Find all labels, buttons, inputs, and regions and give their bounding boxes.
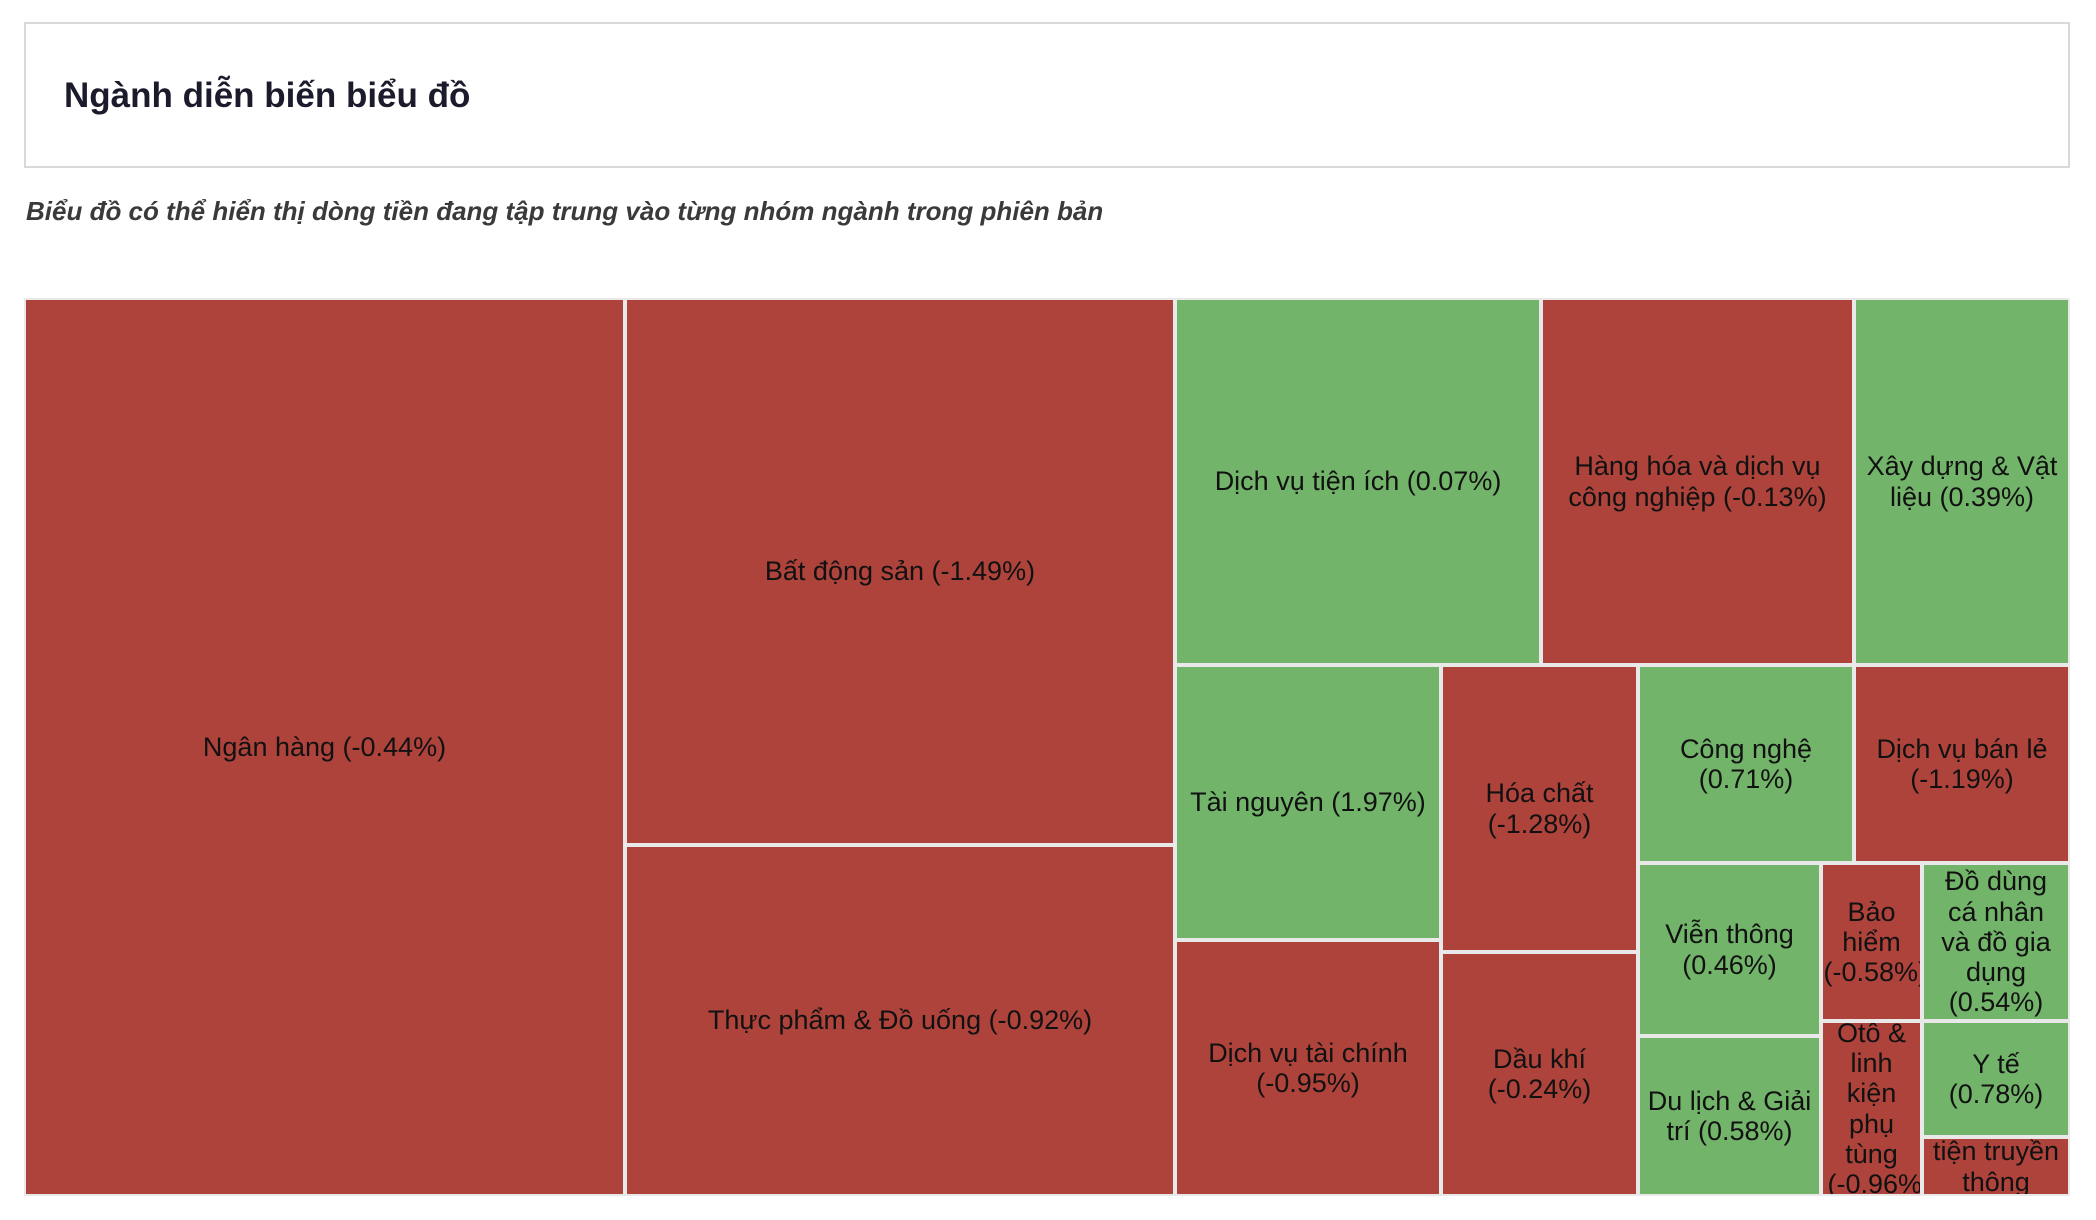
treemap-tile[interactable]: Bảo hiểm (-0.58%) bbox=[1821, 863, 1922, 1021]
treemap-tile-label: tiện truyền thông bbox=[1932, 1137, 2060, 1196]
treemap-tile[interactable]: Dịch vụ tiện ích (0.07%) bbox=[1175, 298, 1541, 665]
treemap-tile[interactable]: Y tế (0.78%) bbox=[1922, 1021, 2070, 1137]
treemap-tile-label: Tài nguyên (1.97%) bbox=[1190, 787, 1426, 818]
treemap-tile-label: Dầu khí (-0.24%) bbox=[1487, 1043, 1592, 1104]
treemap-tile[interactable]: Xây dựng & Vật liệu (0.39%) bbox=[1854, 298, 2070, 665]
treemap-tile-label: Công nghệ (0.71%) bbox=[1679, 733, 1813, 794]
treemap-tile-label: Bất động sản (-1.49%) bbox=[764, 556, 1036, 587]
treemap-tile-label: Hóa chất (-1.28%) bbox=[1485, 778, 1594, 839]
treemap-tile-label: Xây dựng & Vật liệu (0.39%) bbox=[1866, 451, 2058, 512]
treemap-tile-label: Viễn thông (0.46%) bbox=[1665, 919, 1794, 980]
treemap-tile[interactable]: Hàng hóa và dịch vụ công nghiệp (-0.13%) bbox=[1541, 298, 1854, 665]
treemap-tile-label: Đồ dùng cá nhân và đồ gia dụng (0.54%) bbox=[1941, 866, 2051, 1018]
treemap-tile[interactable]: Bất động sản (-1.49%) bbox=[625, 298, 1175, 845]
treemap-tile[interactable]: Thực phẩm & Đồ uống (-0.92%) bbox=[625, 845, 1175, 1196]
treemap-tile[interactable]: Dầu khí (-0.24%) bbox=[1441, 952, 1638, 1196]
treemap-tile-label: Dịch vụ tiện ích (0.07%) bbox=[1214, 466, 1502, 497]
treemap-tile-label: Thực phẩm & Đồ uống (-0.92%) bbox=[707, 1005, 1093, 1036]
treemap-tile[interactable]: Hóa chất (-1.28%) bbox=[1441, 665, 1638, 952]
treemap-tile[interactable]: Ngân hàng (-0.44%) bbox=[24, 298, 625, 1196]
header-box: Ngành diễn biến biểu đồ bbox=[24, 22, 2070, 168]
treemap-tile[interactable]: Du lịch & Giải trí (0.58%) bbox=[1638, 1036, 1821, 1196]
treemap-tile[interactable]: tiện truyền thông bbox=[1922, 1137, 2070, 1196]
treemap-tile[interactable]: Đồ dùng cá nhân và đồ gia dụng (0.54%) bbox=[1922, 863, 2070, 1021]
treemap-tile[interactable]: Tài nguyên (1.97%) bbox=[1175, 665, 1441, 940]
page-title: Ngành diễn biến biểu đồ bbox=[64, 76, 471, 115]
treemap-tile-label: Dịch vụ bán lẻ (-1.19%) bbox=[1876, 733, 2048, 794]
treemap-tile-label: Dịch vụ tài chính (-0.95%) bbox=[1208, 1037, 1408, 1098]
treemap-tile[interactable]: Công nghệ (0.71%) bbox=[1638, 665, 1854, 863]
treemap-tile[interactable]: Dịch vụ bán lẻ (-1.19%) bbox=[1854, 665, 2070, 863]
treemap-tile-label: Bảo hiểm (-0.58%) bbox=[1823, 896, 1922, 988]
treemap-tile[interactable]: Dịch vụ tài chính (-0.95%) bbox=[1175, 940, 1441, 1196]
treemap-tile-label: Hàng hóa và dịch vụ công nghiệp (-0.13%) bbox=[1568, 451, 1827, 512]
treemap-tile-label: Du lịch & Giải trí (0.58%) bbox=[1647, 1085, 1812, 1146]
sector-treemap: Ngân hàng (-0.44%) Bất động sản (-1.49%) T… bbox=[24, 298, 2070, 1196]
treemap-tile-label: Ngân hàng (-0.44%) bbox=[202, 731, 447, 762]
treemap-tile-label: Y tế (0.78%) bbox=[1948, 1048, 2044, 1109]
chart-subtitle: Biểu đồ có thể hiển thị dòng tiền đang t… bbox=[26, 196, 1104, 226]
treemap-tile[interactable]: Ôtô & linh kiện phụ tùng (-0.96% bbox=[1821, 1021, 1922, 1196]
treemap-tile[interactable]: Viễn thông (0.46%) bbox=[1638, 863, 1821, 1036]
treemap-tile-label: Ôtô & linh kiện phụ tùng (-0.96% bbox=[1827, 1021, 1922, 1196]
